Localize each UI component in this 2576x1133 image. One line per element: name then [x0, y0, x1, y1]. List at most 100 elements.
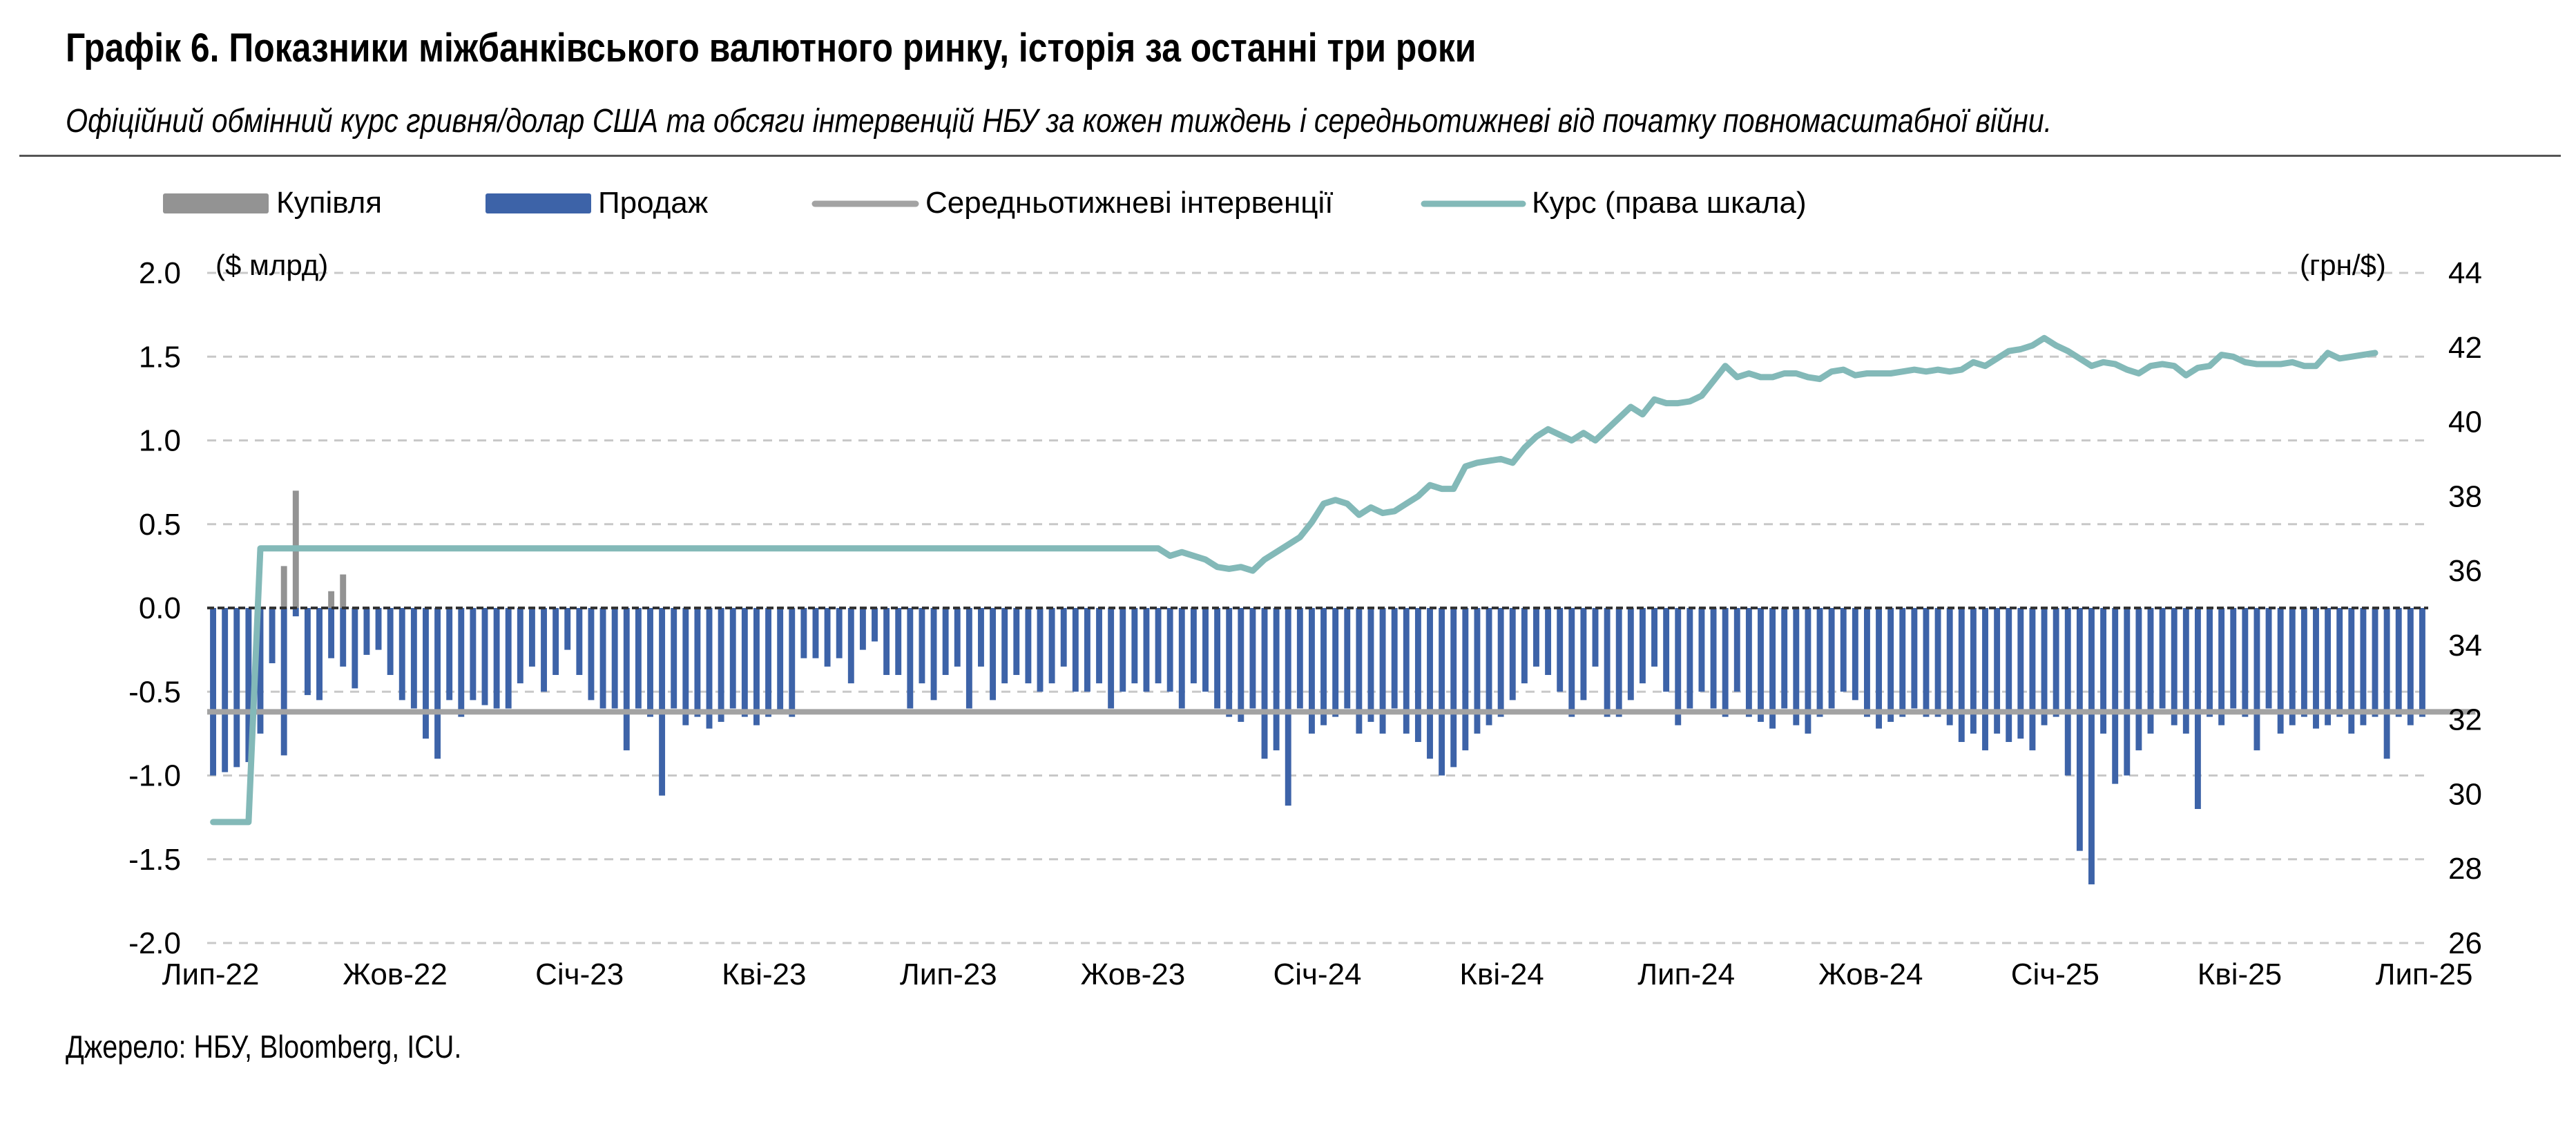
- sale-bar: [1994, 608, 2001, 734]
- x-tick-label: Лип-22: [162, 958, 260, 991]
- sale-bar: [1450, 608, 1457, 768]
- sale-bar: [2265, 608, 2272, 709]
- sale-bar: [1367, 608, 1374, 722]
- right-axis-ticks: 44 42 40 38 36 34 32 30 28 26: [2448, 256, 2482, 960]
- x-tick-label: Жов-22: [343, 958, 448, 991]
- sale-bar: [907, 608, 914, 709]
- sale-bar: [2218, 608, 2225, 725]
- sale-bar: [292, 608, 299, 617]
- sale-bar: [1651, 608, 1657, 667]
- sale-bar: [423, 608, 429, 739]
- x-tick-label: Жов-24: [1818, 958, 1923, 991]
- sale-bar: [942, 608, 949, 675]
- sale-bar: [1013, 608, 1020, 675]
- title-divider: [19, 155, 2561, 157]
- sale-bar: [1958, 608, 1965, 742]
- sale-bar: [1934, 608, 1941, 717]
- sale-bar: [1391, 608, 1398, 709]
- sale-bar: [1509, 608, 1516, 701]
- sale-bar: [316, 608, 323, 701]
- sale-bar: [1462, 608, 1469, 751]
- right-tick-label: 42: [2448, 331, 2482, 365]
- source-note: Джерело: НБУ, Bloomberg, ICU.: [66, 1029, 462, 1065]
- sale-bar: [1816, 608, 1823, 717]
- sale-bar: [1686, 608, 1693, 709]
- left-tick-label: -0.5: [128, 675, 181, 709]
- left-tick-label: 1.0: [139, 424, 181, 458]
- sale-bar: [2017, 608, 2024, 739]
- sale-bar: [978, 608, 984, 667]
- sale-bar: [1296, 608, 1303, 709]
- sale-bar: [1521, 608, 1528, 684]
- right-tick-label: 40: [2448, 406, 2482, 439]
- sale-bar: [2088, 608, 2095, 885]
- sale-bar: [2029, 608, 2036, 751]
- sale-bar: [824, 608, 831, 667]
- sale-bar: [1037, 608, 1044, 692]
- sale-bar: [1592, 608, 1599, 667]
- sale-bar: [552, 608, 559, 675]
- sale-bar: [1852, 608, 1858, 701]
- sale-bar: [1320, 608, 1327, 725]
- sale-bar: [1214, 608, 1221, 709]
- sale-bar: [1722, 608, 1729, 717]
- x-tick-label: Лип-24: [1637, 958, 1735, 991]
- sale-bar: [2135, 608, 2142, 751]
- sale-bar: [1745, 608, 1752, 717]
- sale-bar: [493, 608, 500, 709]
- sale-bar: [765, 608, 772, 717]
- sale-bar: [352, 608, 358, 689]
- legend-swatch-purchase: [163, 193, 269, 213]
- sale-bar: [1840, 608, 1847, 692]
- sale-bar: [1119, 608, 1126, 692]
- sale-bar: [2277, 608, 2284, 734]
- sale-bar: [257, 608, 264, 734]
- sale-bar: [1698, 608, 1705, 692]
- sale-bar: [1273, 608, 1280, 751]
- sale-bar: [1639, 608, 1646, 684]
- legend: Купівля Продаж Середньотижневі інтервенц…: [163, 186, 1807, 220]
- sale-bar: [659, 608, 666, 796]
- right-tick-label: 28: [2448, 852, 2482, 886]
- sale-bar: [741, 608, 748, 717]
- x-axis-ticks: Лип-22 Жов-22 Січ-23 Кві-23 Лип-23 Жов-23 Січ-…: [162, 958, 2473, 991]
- sale-bar: [269, 608, 276, 664]
- x-tick-label: Кві-23: [722, 958, 806, 991]
- sale-bar: [2372, 608, 2378, 717]
- right-tick-label: 30: [2448, 777, 2482, 811]
- sale-bar: [1497, 608, 1504, 717]
- left-tick-label: -2.0: [128, 926, 181, 960]
- sale-bar: [470, 608, 477, 701]
- sale-bar: [1285, 608, 1291, 806]
- sale-bar: [1403, 608, 1410, 734]
- sale-bar: [1427, 608, 1433, 759]
- sale-bar: [1332, 608, 1339, 717]
- sale-bar: [398, 608, 405, 701]
- sale-bar: [2242, 608, 2249, 717]
- sale-bar: [800, 608, 807, 658]
- sale-bar: [1781, 608, 1788, 709]
- sale-bar: [1084, 608, 1090, 692]
- sale-bar: [1379, 608, 1386, 734]
- sale-bar: [375, 608, 382, 650]
- sale-bar: [1982, 608, 1988, 751]
- sale-bar: [647, 608, 653, 717]
- sale-bar: [682, 608, 689, 725]
- right-tick-label: 32: [2448, 703, 2482, 737]
- sale-bar: [2289, 608, 2296, 725]
- sale-bar: [576, 608, 583, 675]
- x-tick-label: Кві-25: [2198, 958, 2282, 991]
- chart-subtitle: Офіційний обмінний курс гривня/долар США…: [66, 103, 2053, 140]
- legend-label-average: Середньотижневі інтервенції: [925, 186, 1333, 220]
- sale-bar: [1863, 608, 1870, 717]
- x-tick-label: Січ-24: [1273, 958, 1361, 991]
- sale-bar: [446, 608, 453, 701]
- sale-bar: [2053, 608, 2059, 717]
- x-tick-label: Січ-25: [2011, 958, 2099, 991]
- sale-bar: [1805, 608, 1811, 734]
- left-tick-label: 0.0: [139, 591, 181, 625]
- sale-bar: [789, 608, 796, 717]
- sale-bar: [1533, 608, 1539, 667]
- sale-bar: [363, 608, 370, 655]
- sale-bar: [694, 608, 701, 717]
